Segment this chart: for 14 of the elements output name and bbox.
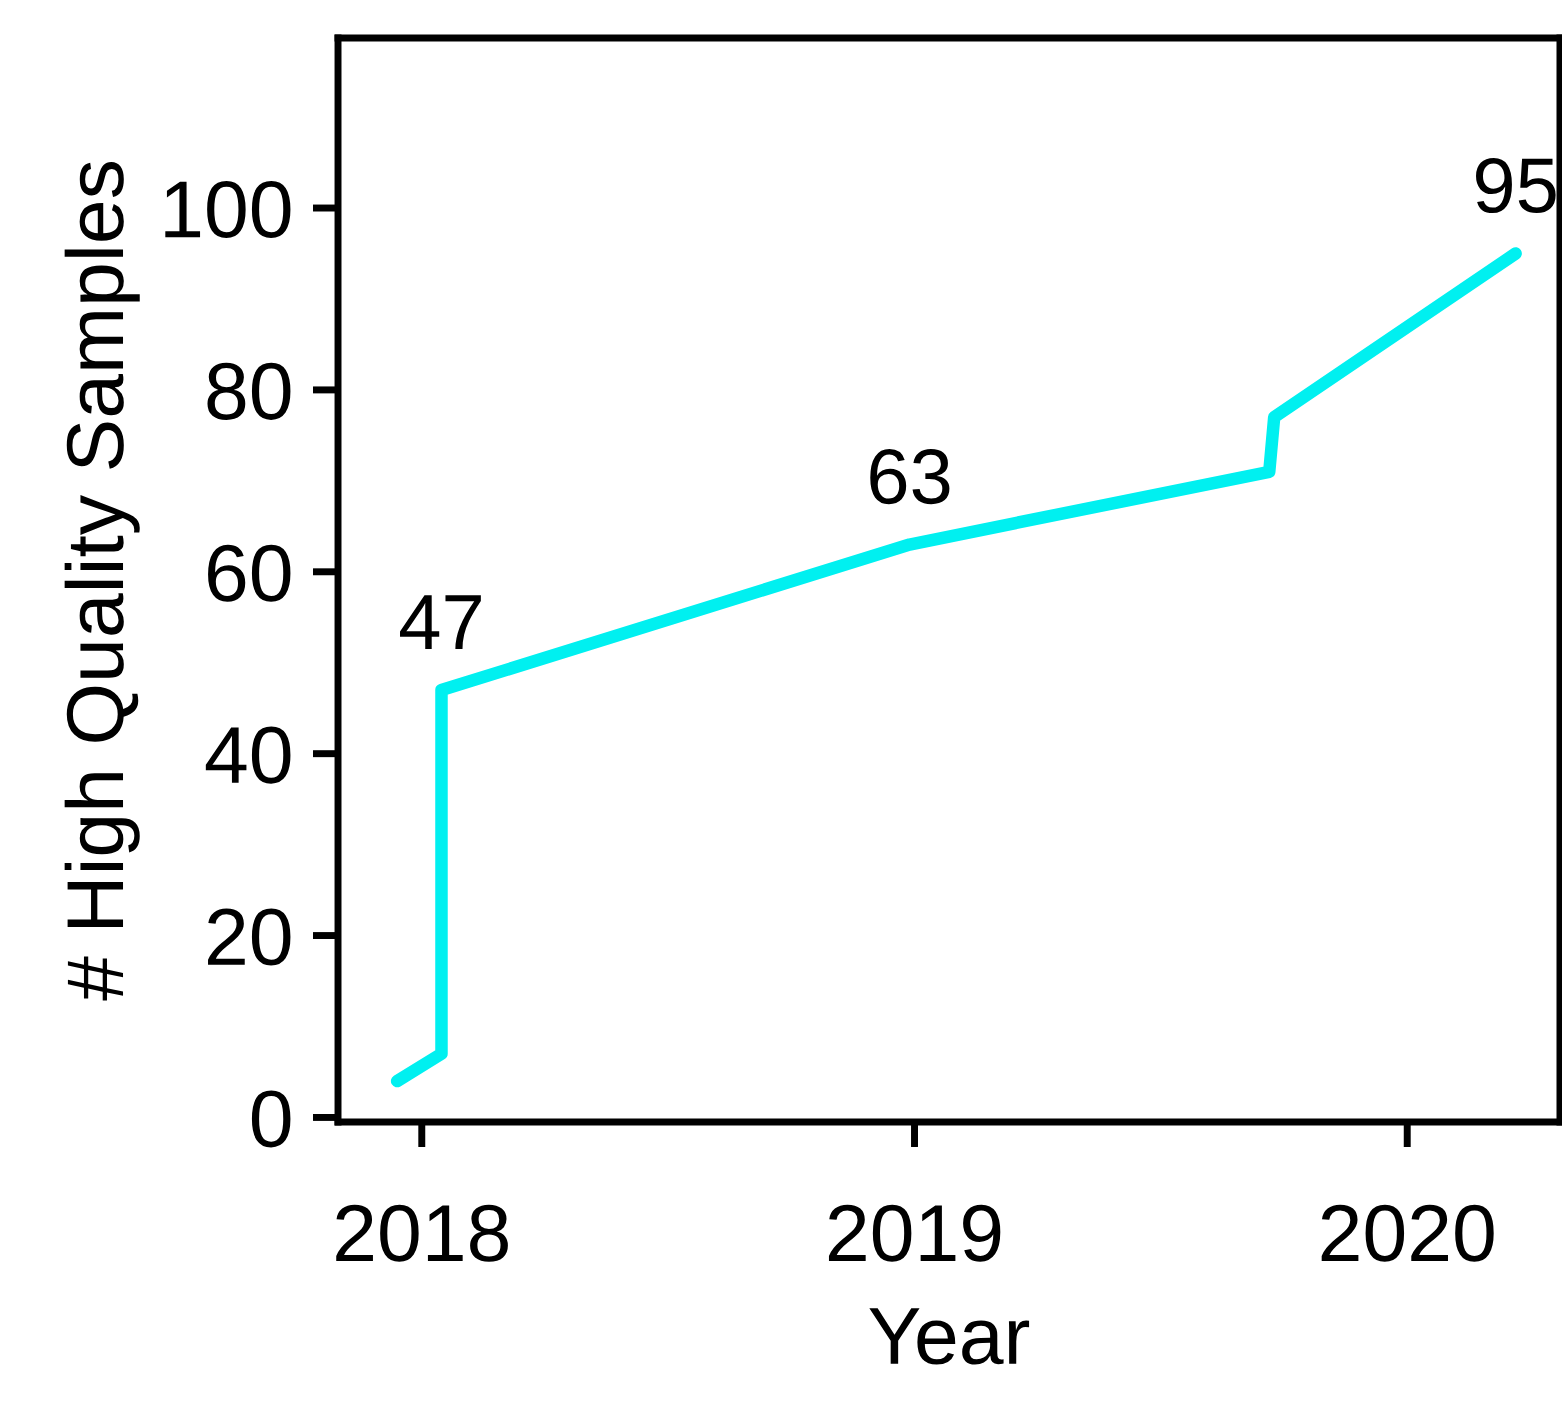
x-axis-title: Year bbox=[869, 1308, 1030, 1365]
y-tick-label: 100 bbox=[165, 180, 291, 238]
y-tick-label: 60 bbox=[208, 544, 291, 602]
x-tick-label: 2018 bbox=[336, 1204, 508, 1262]
y-tick-label: 20 bbox=[208, 908, 291, 966]
data-label: 95 bbox=[1476, 158, 1556, 214]
y-tick-label: 40 bbox=[205, 726, 291, 784]
y-tick-label: 0 bbox=[251, 1090, 291, 1148]
y-tick-label: 80 bbox=[207, 362, 291, 420]
y-axis-title: # High Quality Samples bbox=[64, 161, 140, 1001]
x-tick-label: 2020 bbox=[1321, 1204, 1494, 1262]
x-tick-label: 2019 bbox=[828, 1204, 1001, 1262]
data-label: 47 bbox=[400, 595, 481, 649]
data-label: 63 bbox=[870, 449, 950, 505]
